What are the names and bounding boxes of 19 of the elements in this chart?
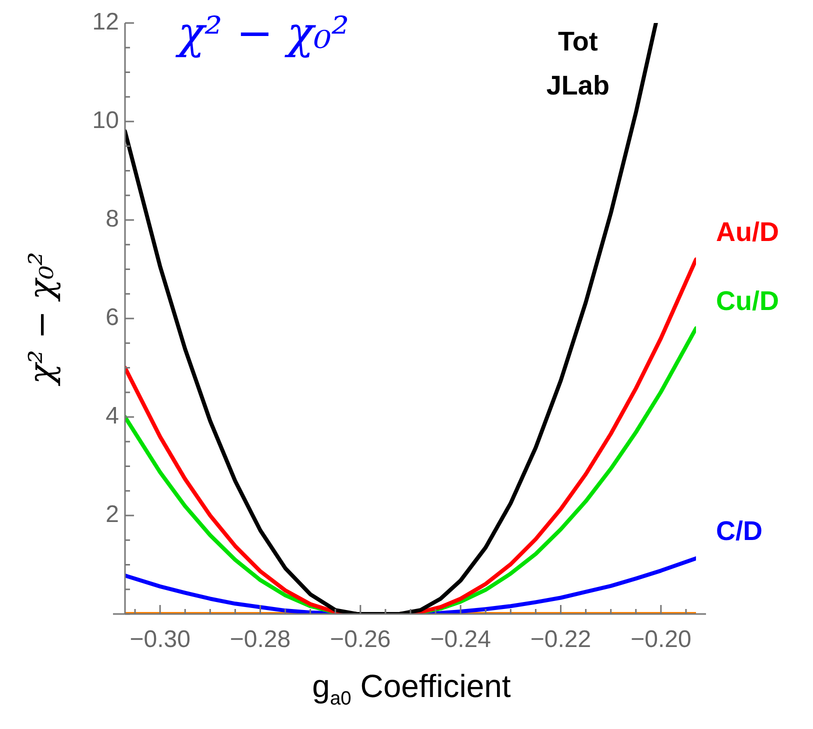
series-label: Cu/D	[716, 286, 779, 316]
x-tick-label: −0.20	[630, 626, 692, 654]
series-label: Tot JLab	[546, 26, 610, 100]
x-axis-title: g$_{a0}$ Coefficient	[311, 668, 512, 710]
x-tick-label: −0.22	[530, 626, 592, 654]
y-tick-label: 10	[92, 107, 119, 134]
chart-title: χ² − χ₀²	[178, 8, 350, 59]
y-tick-label: 2	[106, 501, 119, 528]
y-tick-label: 12	[92, 8, 119, 36]
y-tick-label: 6	[106, 304, 119, 332]
y-axis-title: χ² − χ₀²	[22, 252, 62, 384]
x-tick-label: −0.26	[330, 626, 391, 654]
x-tick-label: −0.28	[230, 626, 291, 654]
x-tick-label: −0.30	[130, 626, 190, 654]
y-tick-label: 8	[106, 206, 119, 233]
series-label: Au/D	[716, 216, 779, 247]
series-label: C/D	[716, 516, 762, 546]
y-tick-label: 4	[106, 402, 119, 430]
x-tick-label: −0.24	[430, 626, 491, 654]
